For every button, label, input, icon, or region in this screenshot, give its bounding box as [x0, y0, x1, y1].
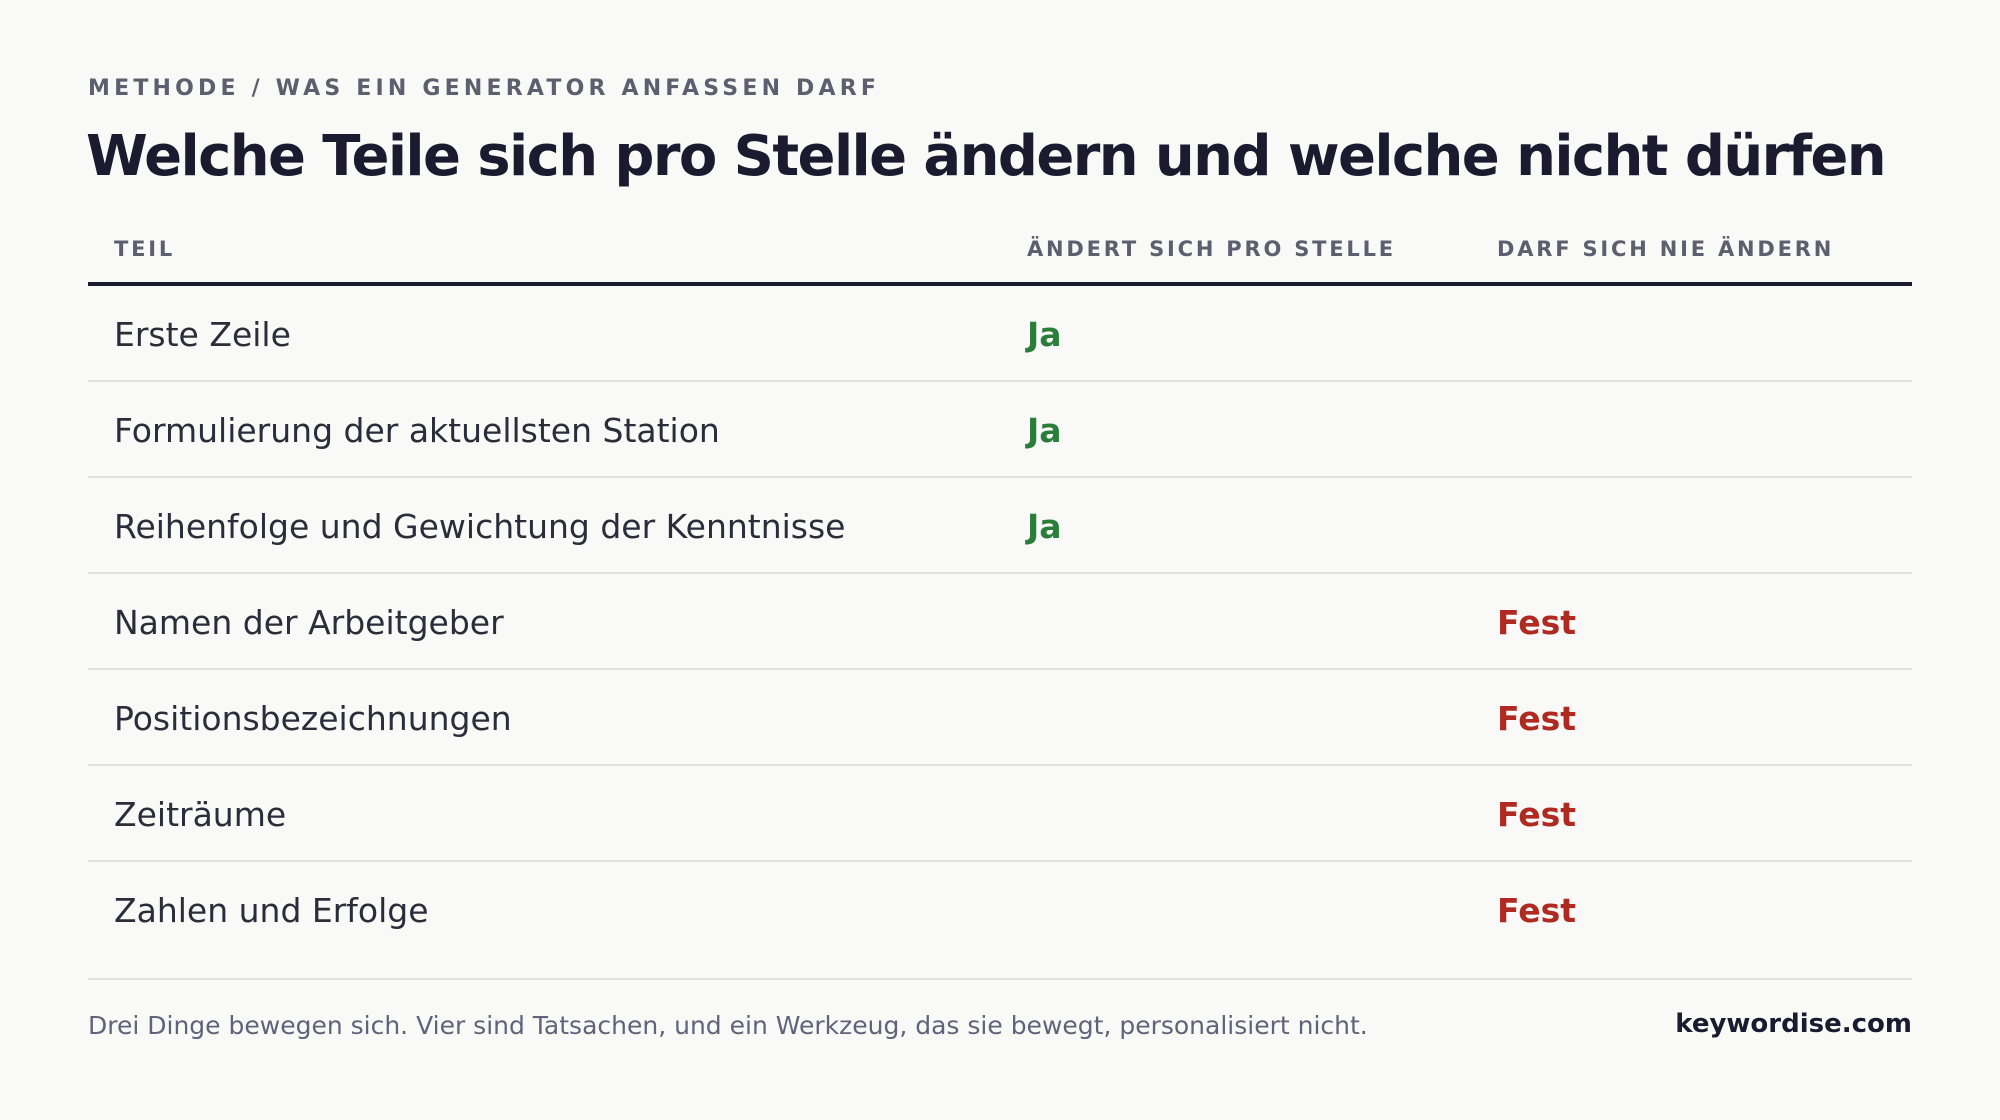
- table-row: Namen der Arbeitgeber Fest: [88, 574, 1912, 670]
- footnote: Drei Dinge bewegen sich. Vier sind Tatsa…: [88, 1011, 1368, 1040]
- table-row: Positionsbezeichnungen Fest: [88, 670, 1912, 766]
- row-part-label: Positionsbezeichnungen: [114, 699, 512, 738]
- changes-value: Ja: [1027, 315, 1062, 354]
- page-title: Welche Teile sich pro Stelle ändern und …: [86, 124, 1887, 189]
- row-part-label: Erste Zeile: [114, 315, 291, 354]
- fixed-value: Fest: [1497, 795, 1577, 834]
- row-part-label: Zeiträume: [114, 795, 287, 834]
- table-row: Erste Zeile Ja: [88, 286, 1912, 382]
- fixed-value: Fest: [1497, 699, 1577, 738]
- table-header: TEIL ÄNDERT SICH PRO STELLE DARF SICH NI…: [88, 228, 1912, 286]
- comparison-table: TEIL ÄNDERT SICH PRO STELLE DARF SICH NI…: [88, 228, 1912, 980]
- fixed-value: Fest: [1497, 891, 1577, 930]
- fixed-value: Fest: [1497, 603, 1577, 642]
- row-part-label: Namen der Arbeitgeber: [114, 603, 504, 642]
- changes-value: Ja: [1027, 507, 1062, 546]
- changes-value: Ja: [1027, 411, 1062, 450]
- table-row: Zeiträume Fest: [88, 766, 1912, 862]
- table-row: Formulierung der aktuellsten Station Ja: [88, 382, 1912, 478]
- column-header-changes: ÄNDERT SICH PRO STELLE: [1027, 237, 1396, 261]
- column-header-fixed: DARF SICH NIE ÄNDERN: [1497, 237, 1835, 261]
- row-part-label: Formulierung der aktuellsten Station: [114, 411, 720, 450]
- breadcrumb: METHODE / WAS EIN GENERATOR ANFASSEN DAR…: [88, 76, 881, 101]
- table-row: Reihenfolge und Gewichtung der Kenntniss…: [88, 478, 1912, 574]
- row-part-label: Reihenfolge und Gewichtung der Kenntniss…: [114, 507, 846, 546]
- brand-link[interactable]: keywordise.com: [1675, 1009, 1912, 1039]
- column-header-part: TEIL: [114, 237, 176, 261]
- row-part-label: Zahlen und Erfolge: [114, 891, 429, 930]
- table-row: Zahlen und Erfolge Fest: [88, 862, 1912, 980]
